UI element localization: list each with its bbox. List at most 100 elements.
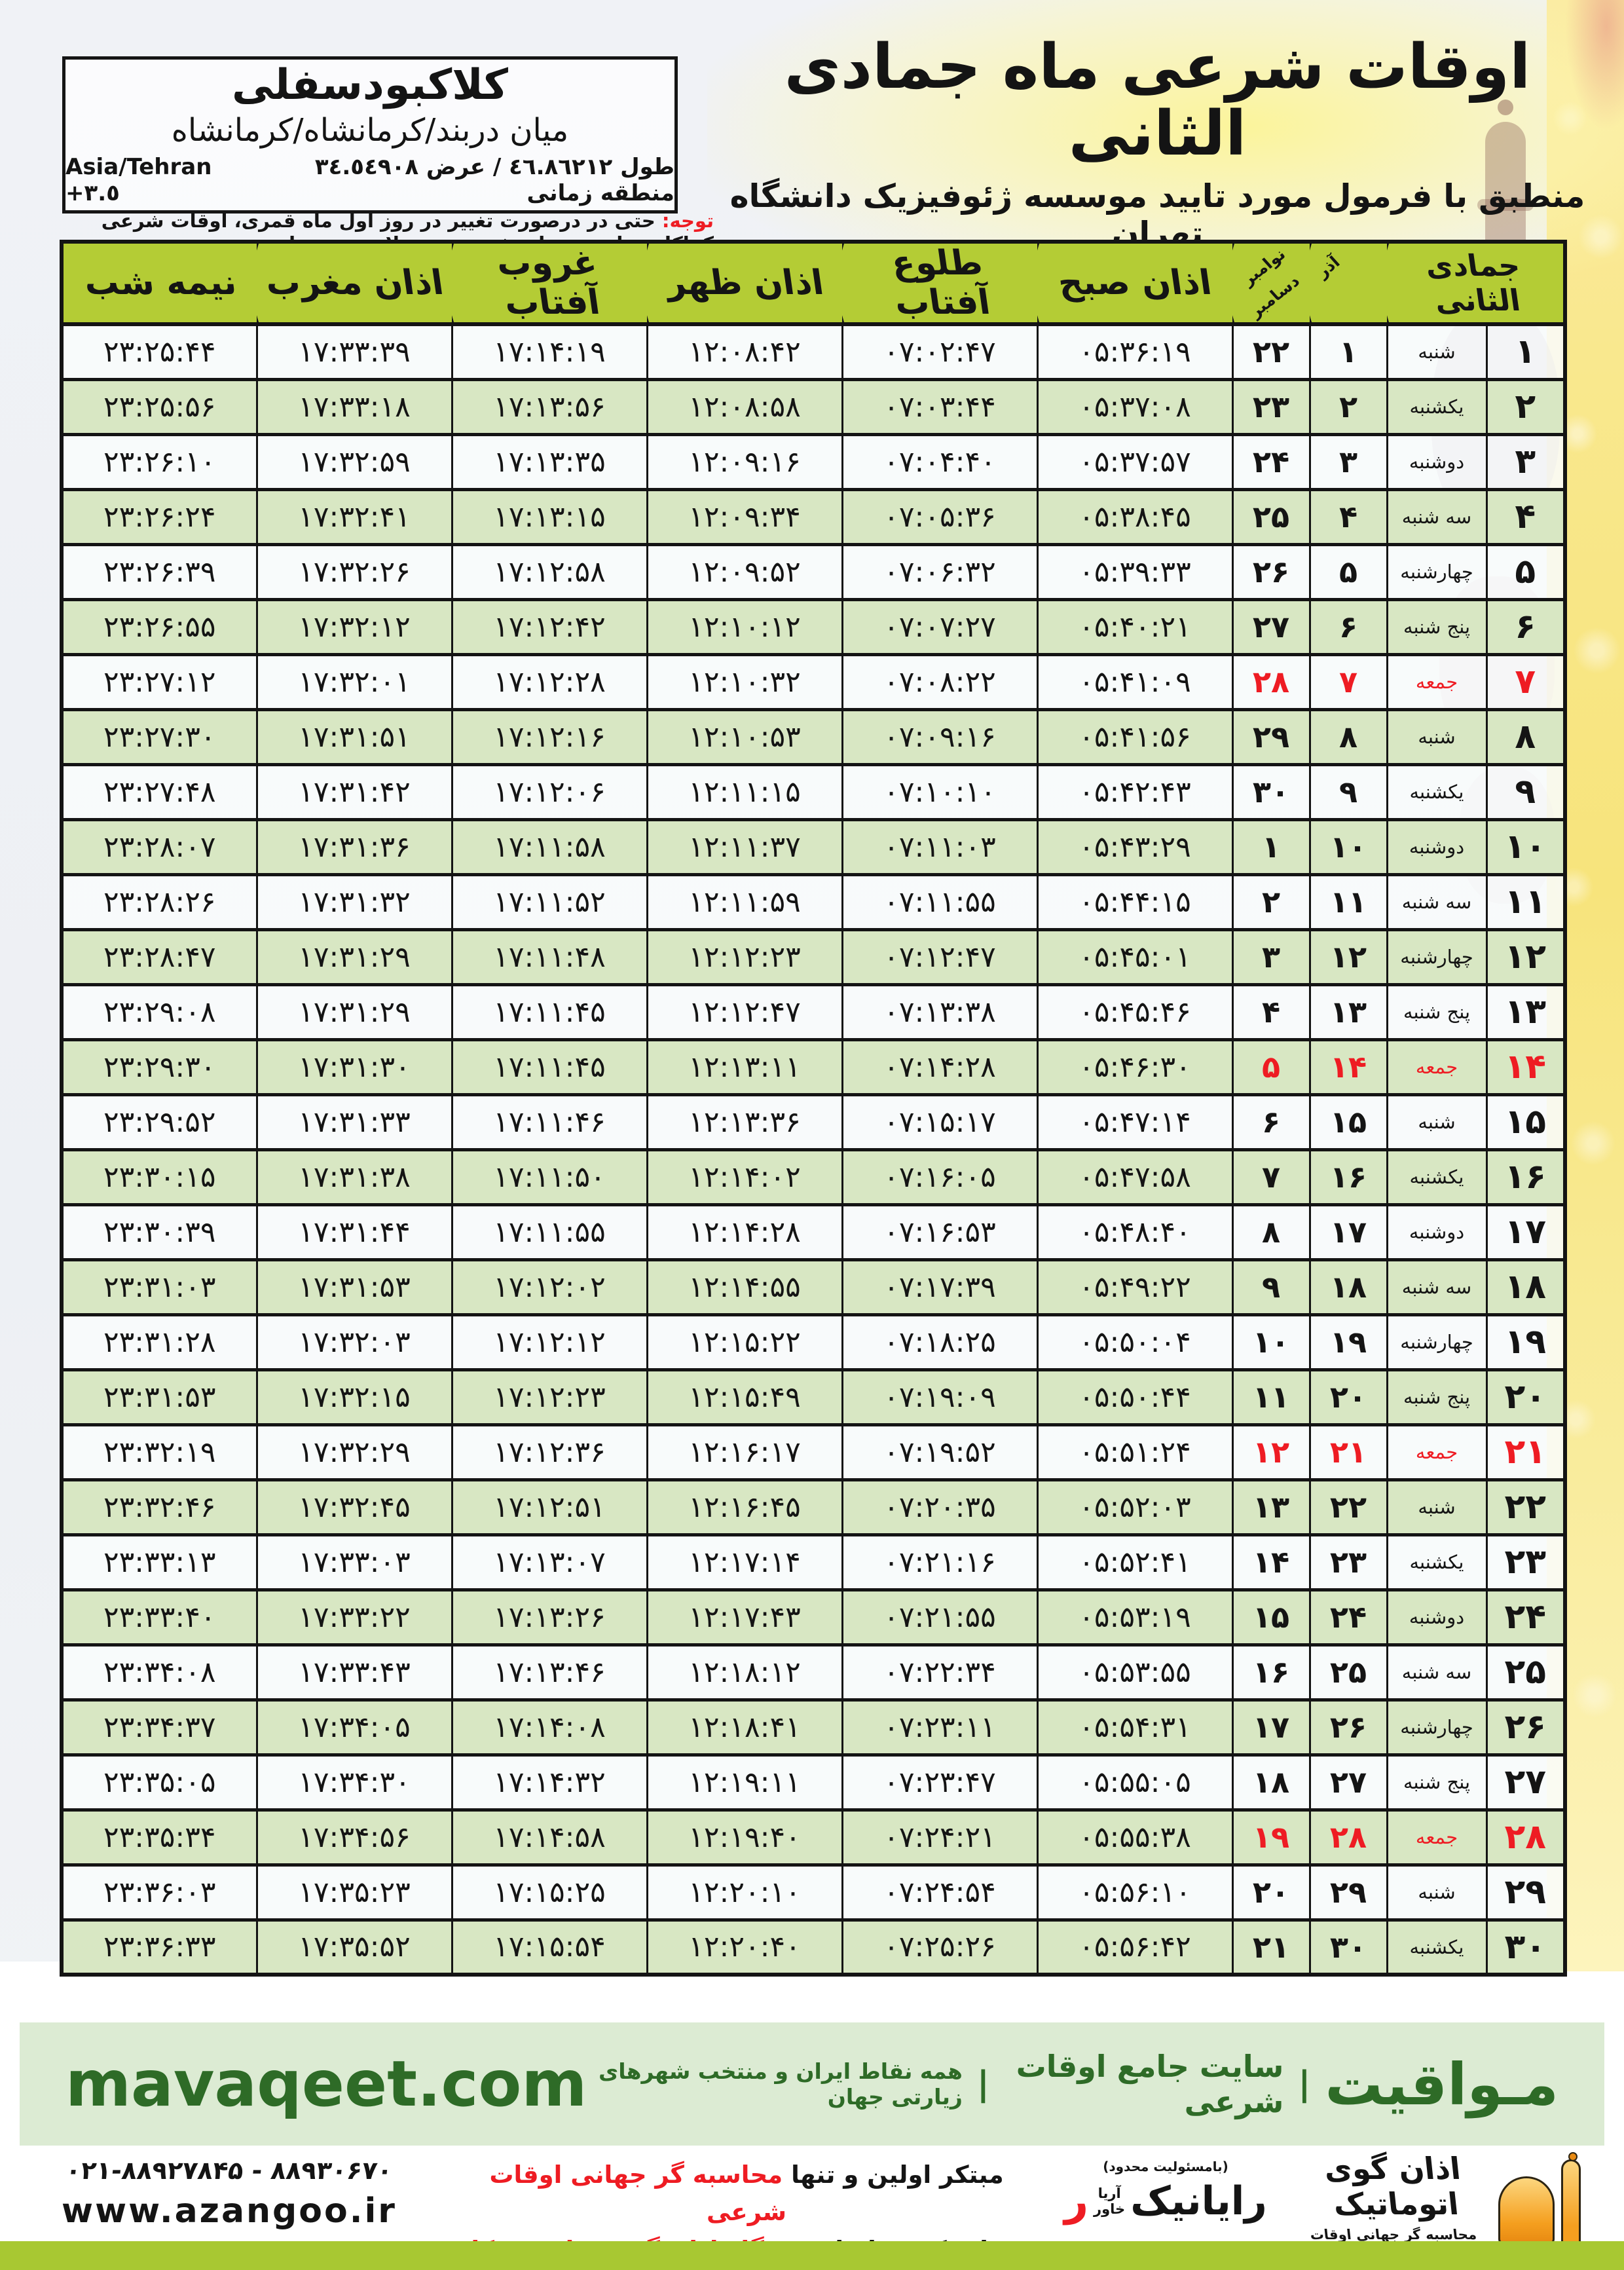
cell-weekday: سه شنبه	[1386, 1257, 1488, 1316]
cell-dhuhr-time: ۱۲:۱۶:۴۵	[646, 1478, 843, 1536]
cell-azar-day: ۱۸	[1308, 1257, 1388, 1316]
cell-dhuhr-time: ۱۲:۱۹:۱۱	[646, 1753, 843, 1812]
cell-jumada-day: ۶	[1485, 597, 1566, 656]
cell-dhuhr-time: ۱۲:۰۹:۵۲	[646, 542, 843, 601]
cell-sunrise-time: ۰۷:۱۱:۰۳	[841, 817, 1039, 876]
cell-sunset-time: ۱۷:۱۱:۵۵	[451, 1202, 648, 1261]
cell-weekday: شنبه	[1386, 1478, 1488, 1536]
cell-sunrise-time: ۰۷:۲۲:۳۴	[841, 1643, 1039, 1702]
cell-jumada-day: ۲۲	[1485, 1478, 1566, 1536]
table-row: ۱۸ سه شنبه ۱۸ ۹ ۰۵:۴۹:۲۲ ۰۷:۱۷:۳۹ ۱۲:۱۴:…	[60, 1257, 1566, 1316]
cell-sunset-time: ۱۷:۱۲:۲۳	[451, 1368, 648, 1426]
cell-fajr-time: ۰۵:۳۶:۱۹	[1036, 322, 1234, 381]
cell-sunrise-time: ۰۷:۲۳:۴۷	[841, 1753, 1039, 1812]
cell-jumada-day: ۸	[1485, 707, 1566, 766]
cell-gregorian-day: ۱۶	[1231, 1643, 1311, 1702]
column-header-midnight: نیمه شب	[62, 242, 257, 326]
cell-fajr-time: ۰۵:۵۵:۳۸	[1036, 1808, 1234, 1867]
cell-maghrib-time: ۱۷:۳۱:۲۹	[255, 982, 453, 1041]
cell-maghrib-time: ۱۷:۳۱:۳۰	[255, 1037, 453, 1096]
cell-fajr-time: ۰۵:۵۳:۱۹	[1036, 1588, 1234, 1647]
cell-jumada-day: ۲۹	[1485, 1863, 1566, 1922]
cell-dhuhr-time: ۱۲:۱۴:۲۸	[646, 1202, 843, 1261]
rayanik-wordmark: رایانیک آریا خاور ر	[1064, 2177, 1268, 2225]
column-header-azar: آذر	[1310, 242, 1387, 326]
cell-weekday: شنبه	[1386, 1863, 1488, 1922]
cell-maghrib-time: ۱۷:۳۱:۳۳	[255, 1092, 453, 1151]
cell-weekday: سه شنبه	[1386, 1643, 1488, 1702]
phone-numbers: ۰۲۱-۸۸۹۲۷۸۴۵ - ۸۸۹۳۰۶۷۰	[64, 2156, 394, 2185]
cell-gregorian-day: ۱	[1231, 817, 1311, 876]
cell-fajr-time: ۰۵:۴۳:۲۹	[1036, 817, 1234, 876]
cell-sunrise-time: ۰۷:۱۶:۰۵	[841, 1147, 1039, 1206]
table-row: ۲ یکشنبه ۲ ۲۳ ۰۵:۳۷:۰۸ ۰۷:۰۳:۴۴ ۱۲:۰۸:۵۸…	[60, 377, 1566, 436]
cell-dhuhr-time: ۱۲:۱۱:۵۹	[646, 872, 843, 931]
table-row: ۶ پنج شنبه ۶ ۲۷ ۰۵:۴۰:۲۱ ۰۷:۰۷:۲۷ ۱۲:۱۰:…	[60, 597, 1566, 656]
cell-fajr-time: ۰۵:۳۸:۴۵	[1036, 487, 1234, 546]
cell-maghrib-time: ۱۷:۳۲:۲۹	[255, 1423, 453, 1481]
cell-sunrise-time: ۰۷:۰۶:۳۲	[841, 542, 1039, 601]
cell-fajr-time: ۰۵:۴۷:۵۸	[1036, 1147, 1234, 1206]
cell-azar-day: ۳	[1308, 432, 1388, 491]
cell-fajr-time: ۰۵:۵۴:۳۱	[1036, 1698, 1234, 1757]
cell-azar-day: ۱۲	[1308, 927, 1388, 986]
table-row: ۲۷ پنج شنبه ۲۷ ۱۸ ۰۵:۵۵:۰۵ ۰۷:۲۳:۴۷ ۱۲:۱…	[60, 1753, 1566, 1812]
cell-azar-day: ۲۳	[1308, 1533, 1388, 1591]
cell-azar-day: ۲۱	[1308, 1423, 1388, 1481]
cell-sunset-time: ۱۷:۱۳:۵۶	[451, 377, 648, 436]
cell-jumada-day: ۲	[1485, 377, 1566, 436]
cell-dhuhr-time: ۱۲:۱۳:۳۶	[646, 1092, 843, 1151]
cell-maghrib-time: ۱۷:۳۲:۴۱	[255, 487, 453, 546]
cell-dhuhr-time: ۱۲:۱۸:۱۲	[646, 1643, 843, 1702]
cell-fajr-time: ۰۵:۴۷:۱۴	[1036, 1092, 1234, 1151]
table-row: ۱۴ جمعه ۱۴ ۵ ۰۵:۴۶:۳۰ ۰۷:۱۴:۲۸ ۱۲:۱۳:۱۱ …	[60, 1037, 1566, 1096]
cell-azar-day: ۲۸	[1308, 1808, 1388, 1867]
cell-midnight-time: ۲۳:۳۶:۳۳	[60, 1918, 258, 1977]
cell-sunrise-time: ۰۷:۰۷:۲۷	[841, 597, 1039, 656]
cell-azar-day: ۱۵	[1308, 1092, 1388, 1151]
cell-gregorian-day: ۲۴	[1231, 432, 1311, 491]
cell-midnight-time: ۲۳:۲۷:۳۰	[60, 707, 258, 766]
cell-maghrib-time: ۱۷:۳۲:۴۵	[255, 1478, 453, 1536]
cell-jumada-day: ۲۳	[1485, 1533, 1566, 1591]
cell-midnight-time: ۲۳:۲۶:۵۵	[60, 597, 258, 656]
cell-weekday: جمعه	[1386, 1037, 1488, 1096]
cell-gregorian-day: ۱۰	[1231, 1312, 1311, 1371]
cell-fajr-time: ۰۵:۵۲:۰۳	[1036, 1478, 1234, 1536]
cell-maghrib-time: ۱۷:۳۴:۰۵	[255, 1698, 453, 1757]
cell-dhuhr-time: ۱۲:۱۸:۴۱	[646, 1698, 843, 1757]
cell-weekday: پنج شنبه	[1386, 597, 1488, 656]
table-row: ۱۲ چهارشنبه ۱۲ ۳ ۰۵:۴۵:۰۱ ۰۷:۱۲:۴۷ ۱۲:۱۲…	[60, 927, 1566, 986]
cell-weekday: چهارشنبه	[1386, 1312, 1488, 1371]
page-title: اوقات شرعی ماه جمادی الثانی	[784, 31, 1531, 170]
cell-sunset-time: ۱۷:۱۱:۴۵	[451, 982, 648, 1041]
location-name: کلاکبودسفلی	[232, 61, 508, 110]
cell-sunrise-time: ۰۷:۰۲:۴۷	[841, 322, 1039, 381]
cell-sunrise-time: ۰۷:۱۶:۵۳	[841, 1202, 1039, 1261]
cell-maghrib-time: ۱۷:۳۲:۲۶	[255, 542, 453, 601]
cell-gregorian-day: ۲	[1231, 872, 1311, 931]
cell-maghrib-time: ۱۷:۳۵:۵۲	[255, 1918, 453, 1977]
cell-sunset-time: ۱۷:۱۴:۵۸	[451, 1808, 648, 1867]
cell-azar-day: ۲۷	[1308, 1753, 1388, 1812]
cell-sunrise-time: ۰۷:۱۳:۳۸	[841, 982, 1039, 1041]
cell-sunset-time: ۱۷:۱۱:۴۵	[451, 1037, 648, 1096]
table-row: ۹ یکشنبه ۹ ۳۰ ۰۵:۴۲:۴۳ ۰۷:۱۰:۱۰ ۱۲:۱۱:۱۵…	[60, 762, 1566, 821]
cell-weekday: شنبه	[1386, 707, 1488, 766]
cell-maghrib-time: ۱۷:۳۳:۲۲	[255, 1588, 453, 1647]
bottom-green-bar	[0, 2241, 1624, 2270]
cell-sunset-time: ۱۷:۱۵:۵۴	[451, 1918, 648, 1977]
cell-sunset-time: ۱۷:۱۲:۵۱	[451, 1478, 648, 1536]
cell-gregorian-day: ۸	[1231, 1202, 1311, 1261]
table-row: ۱۰ دوشنبه ۱۰ ۱ ۰۵:۴۳:۲۹ ۰۷:۱۱:۰۳ ۱۲:۱۱:۳…	[60, 817, 1566, 876]
dome-shape	[1498, 2176, 1555, 2244]
cell-jumada-day: ۱۲	[1485, 927, 1566, 986]
cell-fajr-time: ۰۵:۴۸:۴۰	[1036, 1202, 1234, 1261]
table-row: ۱۵ شنبه ۱۵ ۶ ۰۵:۴۷:۱۴ ۰۷:۱۵:۱۷ ۱۲:۱۳:۳۶ …	[60, 1092, 1566, 1151]
cell-sunset-time: ۱۷:۱۳:۰۷	[451, 1533, 648, 1591]
cell-midnight-time: ۲۳:۳۰:۳۹	[60, 1202, 258, 1261]
cell-weekday: سه شنبه	[1386, 872, 1488, 931]
cell-dhuhr-time: ۱۲:۲۰:۱۰	[646, 1863, 843, 1922]
cell-dhuhr-time: ۱۲:۱۲:۲۳	[646, 927, 843, 986]
cell-maghrib-time: ۱۷:۳۱:۴۲	[255, 762, 453, 821]
